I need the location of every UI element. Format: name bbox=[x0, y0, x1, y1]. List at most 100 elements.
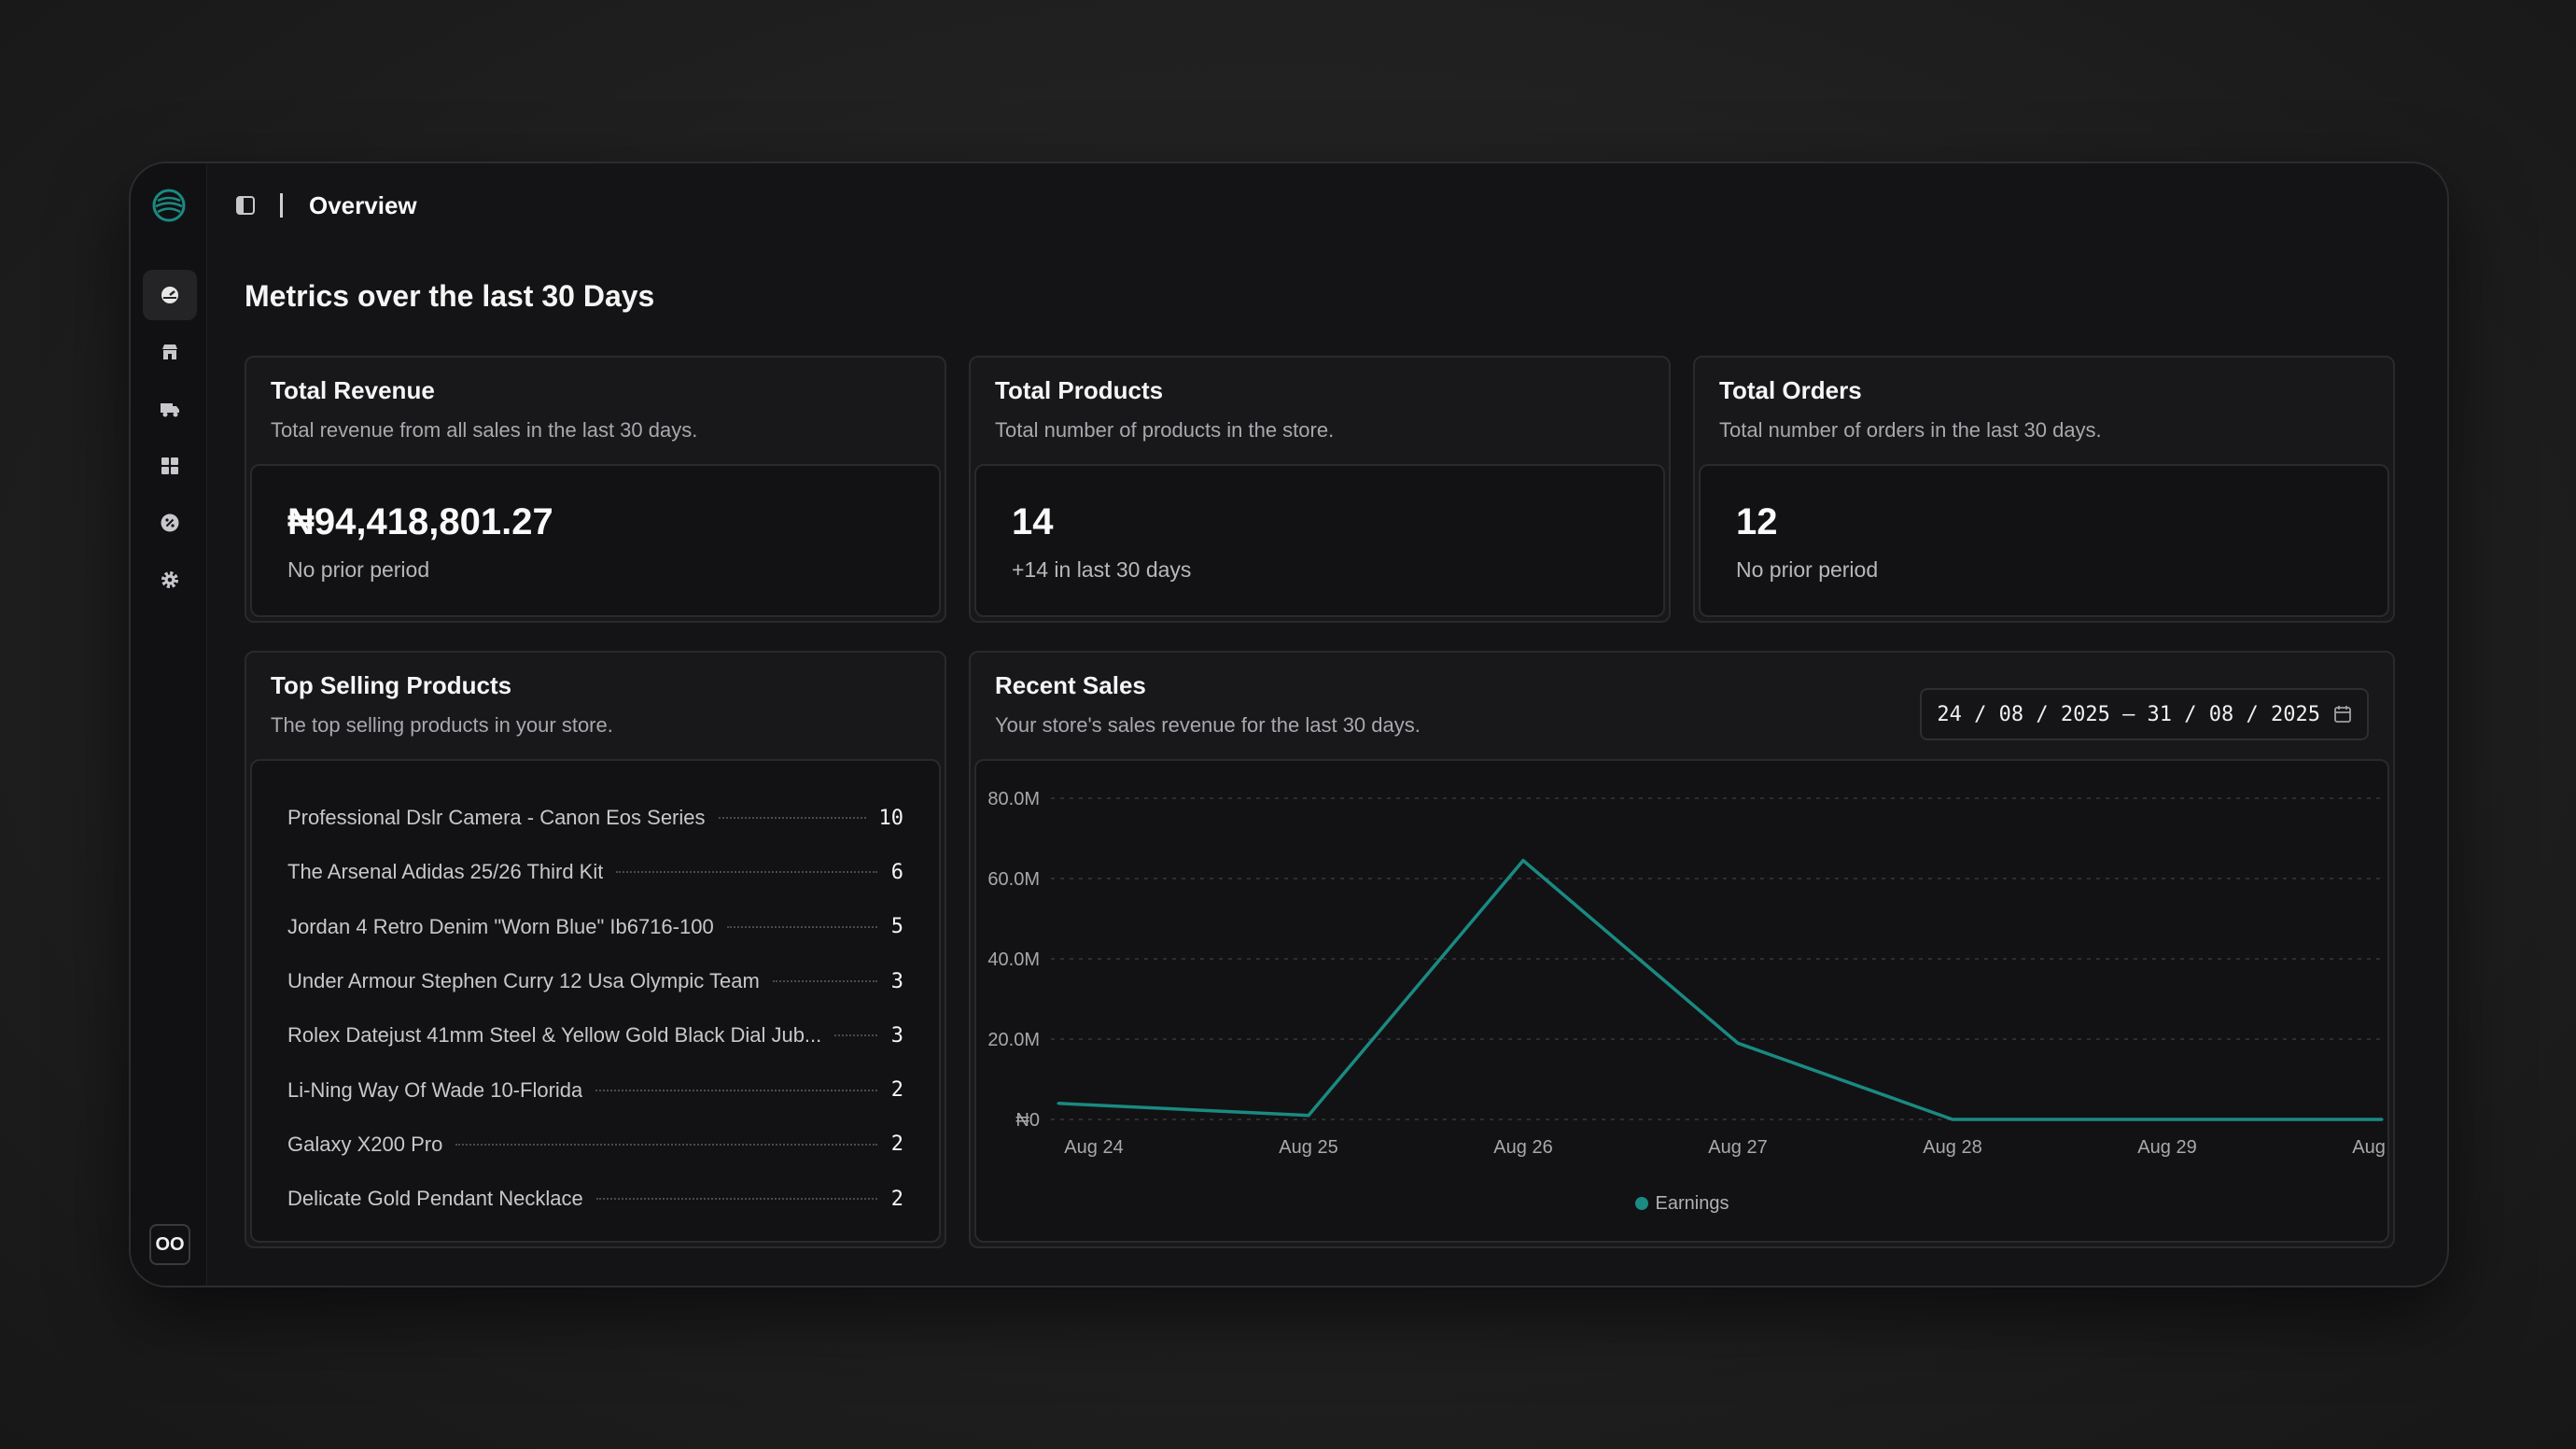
legend-label: Earnings bbox=[1655, 1193, 1729, 1214]
earnings-data-point[interactable] bbox=[1521, 859, 1525, 863]
earnings-data-point[interactable] bbox=[1951, 1118, 1954, 1121]
product-name: Jordan 4 Retro Denim "Worn Blue" Ib6716-… bbox=[287, 914, 714, 938]
leader-dots bbox=[726, 925, 877, 928]
top-selling-card: Top Selling Products The top selling pro… bbox=[245, 651, 946, 1248]
leader-dots bbox=[595, 1089, 877, 1091]
user-avatar-button[interactable]: OO bbox=[149, 1224, 190, 1265]
metric-subtext: No prior period bbox=[1736, 557, 1879, 582]
sidebar-toggle-icon bbox=[236, 196, 255, 215]
x-tick-label: Aug 29 bbox=[2137, 1137, 2196, 1158]
x-tick-label: Aug 24 bbox=[1064, 1137, 1123, 1158]
earnings-data-point[interactable] bbox=[1307, 1114, 1310, 1118]
card-description: The top selling products in your store. bbox=[271, 713, 613, 737]
card-title: Total Orders bbox=[1719, 376, 1862, 404]
leader-dots bbox=[718, 817, 866, 820]
legend-swatch bbox=[1634, 1197, 1648, 1210]
x-tick-label: Aug 27 bbox=[1708, 1137, 1767, 1158]
product-name: Galaxy X200 Pro bbox=[287, 1132, 443, 1156]
product-sales-count: 2 bbox=[890, 1132, 903, 1157]
card-description: Your store's sales revenue for the last … bbox=[995, 713, 1421, 737]
topbar: Overview bbox=[207, 163, 2447, 247]
y-tick-label: 60.0M bbox=[987, 869, 1040, 890]
chart-legend: Earnings bbox=[976, 1193, 2387, 1215]
sidebar: OO bbox=[131, 163, 207, 1286]
metric-subtext: +14 in last 30 days bbox=[1012, 557, 1192, 582]
product-sales-count: 10 bbox=[878, 806, 904, 830]
chart-area: ₦0 20.0M 40.0M 60.0M 80.0M Aug 24 Aug 25 Aug 26… bbox=[974, 759, 2391, 1243]
card-description: Total revenue from all sales in the last… bbox=[271, 418, 698, 442]
metric-card-products: Total Products Total number of products … bbox=[969, 356, 1671, 623]
sidebar-item-settings[interactable] bbox=[143, 555, 197, 605]
leader-dots bbox=[834, 1034, 877, 1037]
product-sales-count: 3 bbox=[890, 969, 903, 993]
card-title: Total Products bbox=[995, 376, 1164, 404]
earnings-data-point[interactable] bbox=[2380, 1118, 2384, 1121]
sidebar-item-products[interactable] bbox=[143, 441, 197, 491]
earnings-data-point[interactable] bbox=[1057, 1102, 1060, 1105]
x-tick-label: Aug 28 bbox=[1923, 1137, 1981, 1158]
list-item[interactable]: Under Armour Stephen Curry 12 Usa Olympi… bbox=[287, 954, 903, 1008]
grid-icon bbox=[161, 457, 178, 474]
x-tick-label: Aug 26 bbox=[1493, 1137, 1552, 1158]
sidebar-item-dashboard[interactable] bbox=[143, 270, 197, 320]
card-title: Recent Sales bbox=[995, 671, 1146, 699]
sidebar-toggle-button[interactable] bbox=[233, 193, 258, 218]
topbar-separator bbox=[280, 193, 283, 218]
card-title: Top Selling Products bbox=[271, 671, 512, 699]
dashboard-icon bbox=[161, 287, 178, 303]
product-name: Under Armour Stephen Curry 12 Usa Olympi… bbox=[287, 969, 760, 993]
earnings-data-point[interactable] bbox=[1736, 1041, 1740, 1045]
product-name: Rolex Datejust 41mm Steel & Yellow Gold … bbox=[287, 1023, 822, 1048]
app-logo-icon[interactable] bbox=[151, 188, 187, 223]
product-name: Li-Ning Way Of Wade 10-Florida bbox=[287, 1077, 583, 1102]
top-products-list: Professional Dslr Camera - Canon Eos Ser… bbox=[287, 791, 903, 1226]
list-item[interactable]: Galaxy X200 Pro 2 bbox=[287, 1118, 903, 1172]
page-breadcrumb: Overview bbox=[309, 190, 417, 219]
store-icon bbox=[162, 345, 177, 359]
leader-dots bbox=[595, 1198, 877, 1201]
earnings-data-point[interactable] bbox=[2165, 1118, 2169, 1121]
sidebar-item-store[interactable] bbox=[143, 327, 197, 377]
product-sales-count: 5 bbox=[890, 915, 903, 939]
card-title: Total Revenue bbox=[271, 376, 435, 404]
y-tick-label: ₦0 bbox=[1015, 1110, 1040, 1131]
list-item[interactable]: Li-Ning Way Of Wade 10-Florida 2 bbox=[287, 1062, 903, 1117]
delivery-truck-icon bbox=[161, 403, 179, 417]
metric-value: 14 bbox=[1012, 501, 1054, 542]
metric-subtext: No prior period bbox=[287, 557, 430, 582]
y-tick-label: 80.0M bbox=[987, 789, 1040, 809]
list-item[interactable]: Professional Dslr Camera - Canon Eos Ser… bbox=[287, 791, 903, 845]
card-description: Total number of products in the store. bbox=[995, 418, 1335, 442]
product-name: Delicate Gold Pendant Necklace bbox=[287, 1187, 583, 1211]
list-item[interactable]: Delicate Gold Pendant Necklace 2 bbox=[287, 1172, 903, 1226]
product-sales-count: 3 bbox=[890, 1023, 903, 1048]
metric-value: ₦94,418,801.27 bbox=[287, 501, 553, 542]
y-tick-label: 40.0M bbox=[987, 950, 1040, 970]
list-item[interactable]: Jordan 4 Retro Denim "Worn Blue" Ib6716-… bbox=[287, 900, 903, 954]
list-item[interactable]: The Arsenal Adidas 25/26 Third Kit 6 bbox=[287, 845, 903, 899]
sales-line-chart: ₦0 20.0M 40.0M 60.0M 80.0M Aug 24 Aug 25 Aug 26… bbox=[987, 789, 2391, 1158]
product-name: Professional Dslr Camera - Canon Eos Ser… bbox=[287, 806, 706, 830]
sidebar-item-discounts[interactable] bbox=[143, 498, 197, 548]
date-range-picker[interactable]: 24 / 08 / 2025 – 31 / 08 / 2025 bbox=[1920, 688, 2369, 740]
metric-value: 12 bbox=[1736, 501, 1778, 542]
x-tick-label: Aug 25 bbox=[1279, 1137, 1337, 1158]
gear-icon bbox=[161, 571, 178, 588]
x-tick-label: Aug 30 bbox=[2352, 1137, 2391, 1158]
metric-card-orders: Total Orders Total number of orders in t… bbox=[1693, 356, 2395, 623]
page-title: Metrics over the last 30 Days bbox=[245, 279, 655, 313]
sidebar-item-orders[interactable] bbox=[143, 384, 197, 434]
calendar-icon bbox=[2334, 706, 2351, 723]
earnings-series-line bbox=[1057, 858, 2382, 1121]
product-sales-count: 2 bbox=[890, 1187, 903, 1211]
product-name: The Arsenal Adidas 25/26 Third Kit bbox=[287, 860, 604, 884]
leader-dots bbox=[616, 871, 877, 874]
leader-dots bbox=[772, 980, 877, 983]
product-sales-count: 6 bbox=[890, 860, 903, 884]
metric-card-revenue: Total Revenue Total revenue from all sal… bbox=[245, 356, 946, 623]
list-item[interactable]: Rolex Datejust 41mm Steel & Yellow Gold … bbox=[287, 1008, 903, 1062]
leader-dots bbox=[455, 1143, 877, 1146]
date-range-text: 24 / 08 / 2025 – 31 / 08 / 2025 bbox=[1937, 702, 2320, 726]
card-description: Total number of orders in the last 30 da… bbox=[1719, 418, 2102, 442]
product-sales-count: 2 bbox=[890, 1078, 903, 1103]
